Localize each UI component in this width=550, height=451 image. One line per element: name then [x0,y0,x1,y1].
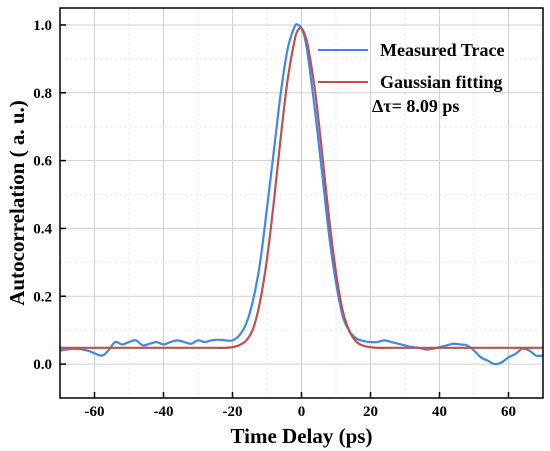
y-tick-label: 0.6 [33,154,52,170]
x-tick-label: -60 [85,404,105,420]
gaussian-fitting-line [60,26,543,349]
series-layer [59,23,544,366]
legend-label-measured-trace: Measured Trace [380,40,504,60]
x-axis-label: Time Delay (ps) [231,424,373,448]
legend: Measured Trace Gaussian fitting [318,40,504,92]
tick-layer: -60 -40 -20 0 20 40 60 0.0 0.2 0.4 0.6 0.8 1.0 [33,18,516,420]
grid-lines [59,8,544,399]
y-tick-label: 0.8 [33,86,52,102]
x-tick-label: 20 [363,404,378,420]
x-tick-label: -20 [223,404,243,420]
measured-trace-line [59,23,544,366]
x-tick-label: 0 [298,404,306,420]
y-tick-label: 0.4 [33,221,52,237]
y-axis-label: Autocorrelation ( a. u.) [5,100,29,306]
y-tick-label: 1.0 [33,18,52,34]
x-tick-label: 40 [432,404,447,420]
x-tick-label: -40 [154,404,174,420]
y-tick-label: 0.0 [33,357,52,373]
x-tick-label: 60 [501,404,516,420]
pulse-width-annotation: Δτ= 8.09 ps [372,96,459,116]
y-tick-label: 0.2 [33,289,52,305]
legend-label-gaussian-fitting: Gaussian fitting [380,72,503,92]
